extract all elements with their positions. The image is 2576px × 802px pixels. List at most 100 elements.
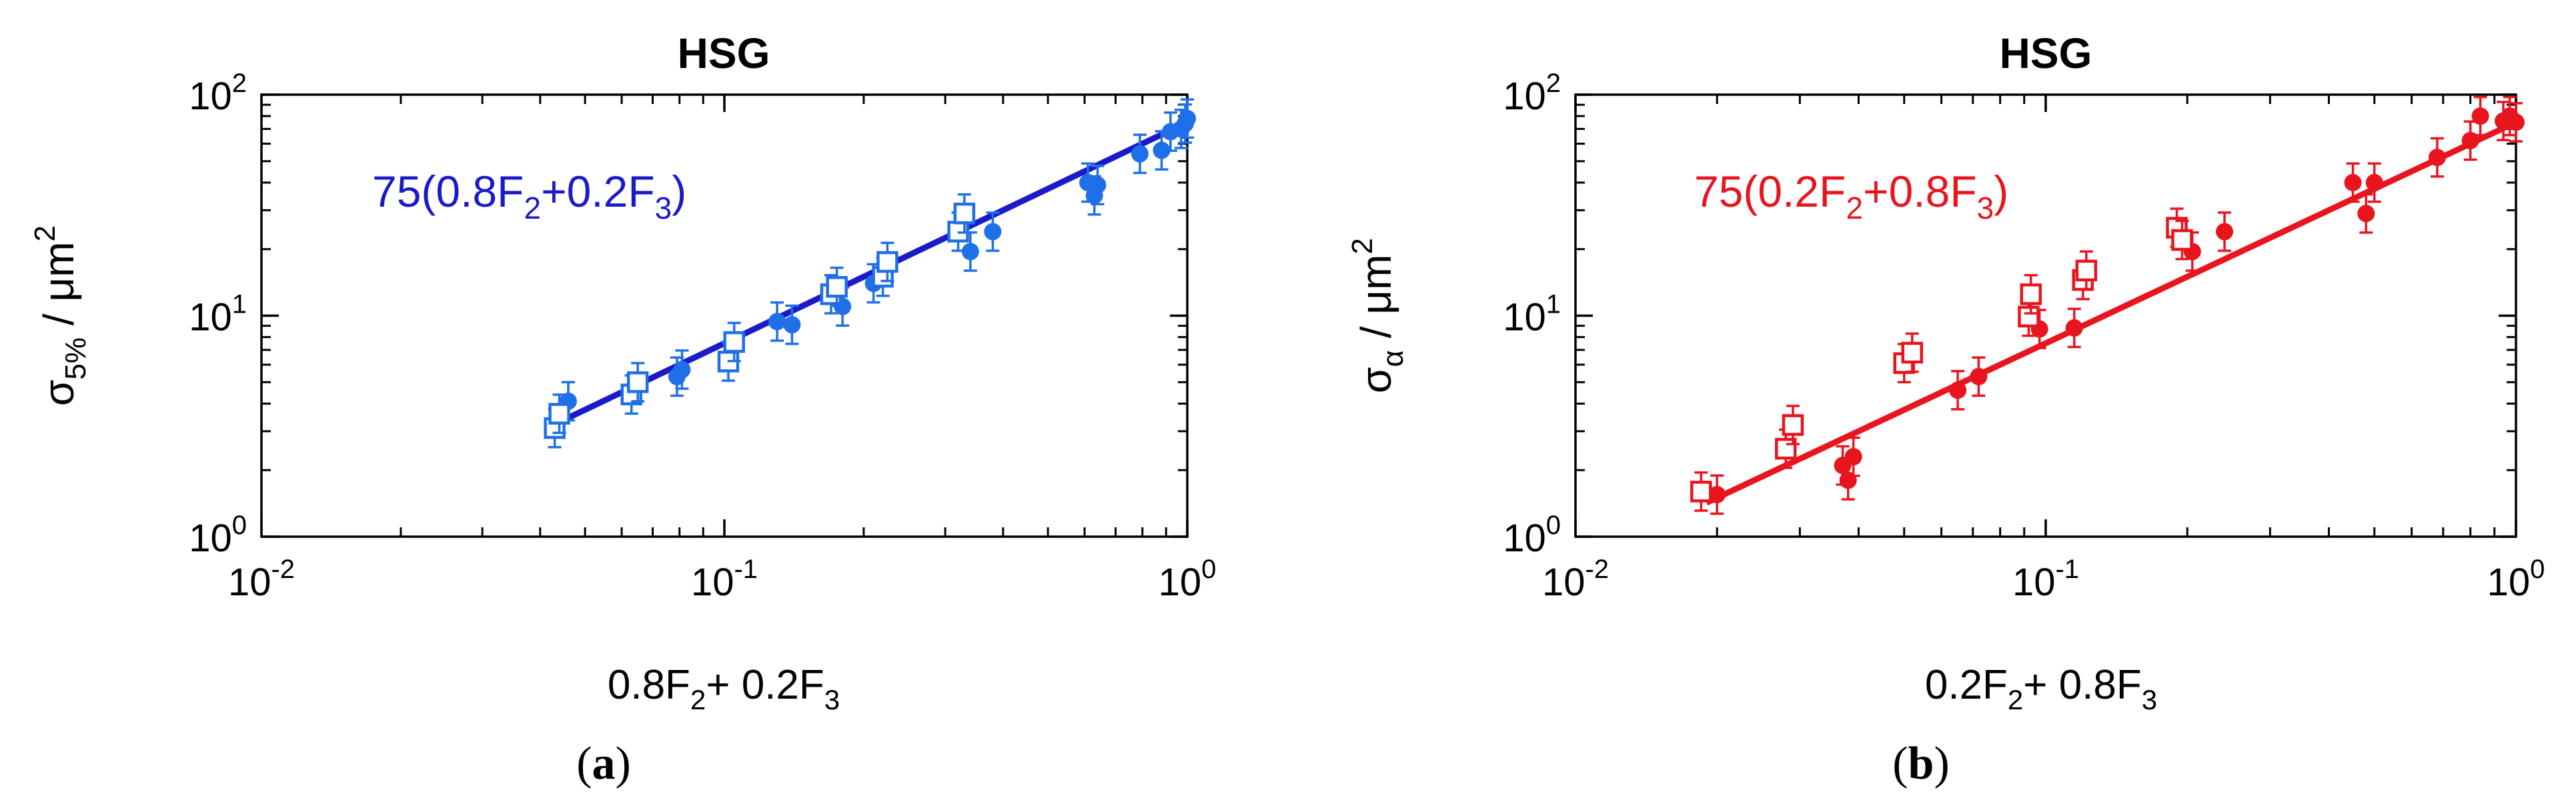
data-point (768, 313, 786, 331)
y-label-sub: 5% (59, 337, 92, 380)
x-tick-base: 10 (1542, 561, 1585, 604)
panel-caption: (a) (576, 738, 631, 789)
data-point (1970, 367, 1988, 385)
y-tick-base: 10 (1503, 296, 1546, 339)
y-label-sup: 2 (1346, 238, 1379, 254)
y-tick-exponent: 2 (232, 69, 247, 98)
x-tick-base: 10 (2487, 561, 2531, 604)
y-axis-label: σ5% / μm2 (29, 225, 92, 406)
fit-label-part: ) (1994, 167, 2008, 216)
caption-paren: ( (576, 738, 592, 789)
y-tick-exponent: 0 (1546, 511, 1561, 540)
fit-label-part: +0.8F (1863, 167, 1977, 216)
caption-paren: ) (616, 738, 631, 789)
x-tick-base: 10 (1159, 561, 1202, 604)
y-tick-base: 10 (189, 75, 232, 118)
x-label-part: + 0.2F (706, 662, 824, 708)
x-label-part: 0.2F (1925, 662, 2008, 708)
x-tick-base: 10 (2012, 561, 2056, 604)
y-tick-base: 10 (189, 517, 232, 560)
data-point (826, 276, 848, 298)
y-tick-label: 102 (1503, 69, 1561, 118)
data-point (1949, 381, 1967, 399)
fit-label: 75(0.8F2+0.2F3) (372, 167, 686, 225)
series-open-square (544, 193, 976, 449)
x-label-sub: 2 (690, 684, 706, 715)
caption-letter: b (1908, 738, 1934, 789)
data-point (2020, 283, 2042, 305)
x-tick-label: 10-1 (691, 555, 758, 604)
x-tick-exponent: 0 (1201, 555, 1216, 584)
data-point (2065, 319, 2083, 337)
data-point (1179, 109, 1196, 127)
data-point (953, 202, 976, 225)
x-tick-exponent: -1 (734, 555, 758, 584)
fit-label-part: +0.2F (541, 167, 655, 216)
series-filled-circle (559, 98, 1196, 422)
data-point (876, 251, 898, 273)
chart-title: HSG (678, 29, 770, 77)
y-label-unit: / μm (35, 241, 83, 337)
data-point (2216, 223, 2234, 241)
data-point (1131, 145, 1149, 163)
fit-label-part: 75(0.2F (1694, 167, 1846, 216)
data-point (1153, 141, 1171, 159)
y-tick-label: 100 (189, 511, 247, 560)
x-tick-base: 10 (228, 561, 271, 604)
y-tick-exponent: 2 (1546, 69, 1561, 98)
y-axis-label: σα / μm2 (1346, 238, 1409, 393)
fit-label-sub: 2 (1846, 191, 1863, 225)
data-point (2344, 173, 2362, 191)
caption-paren: ( (1892, 738, 1908, 789)
fit-label: 75(0.2F2+0.8F3) (1694, 167, 2008, 225)
data-point (2471, 107, 2489, 125)
fit-label-part: 75(0.8F (372, 167, 524, 216)
y-tick-base: 10 (189, 296, 232, 339)
x-label-part: 0.8F (608, 662, 690, 708)
data-point (2365, 173, 2383, 191)
y-tick-exponent: 1 (232, 290, 247, 319)
y-tick-exponent: 1 (1546, 290, 1561, 319)
data-point (1708, 485, 1726, 503)
x-label-sub: 2 (2008, 684, 2023, 715)
data-point (723, 331, 745, 353)
x-label-part: + 0.8F (2023, 662, 2142, 708)
x-tick-label: 100 (1159, 555, 1217, 604)
x-tick-exponent: 0 (2530, 555, 2545, 584)
caption-paren: ) (1934, 738, 1949, 789)
data-point (1901, 341, 1924, 364)
data-point (1690, 481, 1712, 503)
y-label-sub: α (1377, 350, 1409, 367)
y-label-symbol: σ (1352, 367, 1400, 393)
y-tick-exponent: 0 (232, 511, 247, 540)
data-point (2507, 113, 2525, 131)
data-point (2428, 149, 2446, 167)
y-tick-label: 102 (189, 69, 247, 118)
x-tick-exponent: -2 (1585, 555, 1609, 584)
series-filled-circle (1708, 95, 2525, 515)
data-point (626, 371, 649, 393)
x-tick-exponent: -2 (271, 555, 295, 584)
y-tick-label: 101 (1503, 290, 1561, 339)
data-point (673, 361, 691, 379)
x-tick-label: 10-1 (2012, 555, 2079, 604)
y-tick-base: 10 (1503, 75, 1546, 118)
data-point (1782, 414, 1804, 436)
data-point (548, 403, 570, 425)
y-tick-base: 10 (1503, 517, 1546, 560)
plot-frame (260, 93, 1189, 538)
x-axis-label: 0.8F2+ 0.2F3 (608, 662, 840, 715)
caption-letter: a (592, 738, 616, 789)
x-label-sub: 3 (2142, 684, 2157, 715)
data-point (984, 223, 1002, 241)
data-point (2171, 229, 2193, 251)
x-axis-label: 0.2F2+ 0.8F3 (1925, 662, 2157, 715)
x-tick-label: 10-2 (1542, 555, 1609, 604)
y-tick-label: 100 (1503, 511, 1561, 560)
y-label-symbol: σ (35, 380, 83, 407)
data-point (2018, 305, 2040, 328)
fit-label-part: ) (672, 167, 686, 216)
data-point (2075, 259, 2098, 282)
